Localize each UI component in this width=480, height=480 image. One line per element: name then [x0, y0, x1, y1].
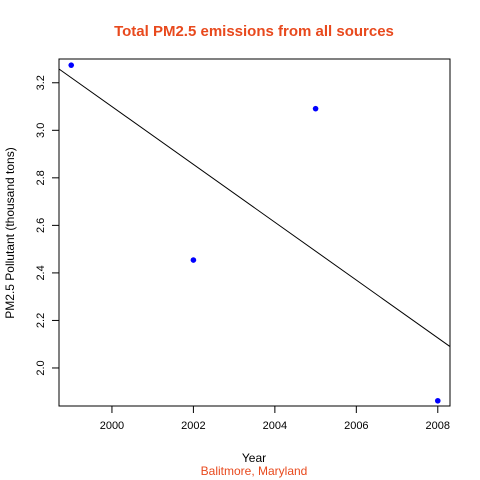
y-tick-label: 3.0 — [35, 123, 47, 138]
data-points — [68, 62, 441, 404]
data-point — [434, 397, 441, 404]
x-tick-label: 2008 — [426, 420, 450, 432]
chart-title: Total PM2.5 emissions from all sources — [114, 23, 394, 40]
y-tick-label: 2.6 — [35, 218, 47, 233]
y-tick-label: 2.0 — [35, 360, 47, 375]
x-axis-label: Year — [242, 451, 266, 465]
y-tick-label: 2.8 — [35, 170, 47, 185]
x-tick-label: 2004 — [263, 420, 287, 432]
x-tick-label: 2006 — [344, 420, 368, 432]
y-tick-label: 2.2 — [35, 313, 47, 328]
data-point — [68, 62, 75, 68]
y-tick-label: 3.2 — [35, 75, 47, 90]
trend-line — [58, 68, 451, 347]
y-tick-label: 2.4 — [35, 265, 47, 280]
x-tick-label: 2002 — [181, 420, 205, 432]
y-axis: 2.0 2.2 2.4 2.6 2.8 3.0 3.2 — [35, 75, 60, 376]
y-axis-label: PM2.5 Pollutant (thousand tons) — [3, 147, 17, 318]
chart-subtitle: Balitmore, Maryland — [201, 464, 308, 478]
data-point — [190, 257, 197, 263]
data-point — [312, 105, 319, 112]
x-axis: 2000 2002 2004 2006 2008 — [100, 405, 450, 432]
x-tick-label: 2000 — [100, 420, 124, 432]
